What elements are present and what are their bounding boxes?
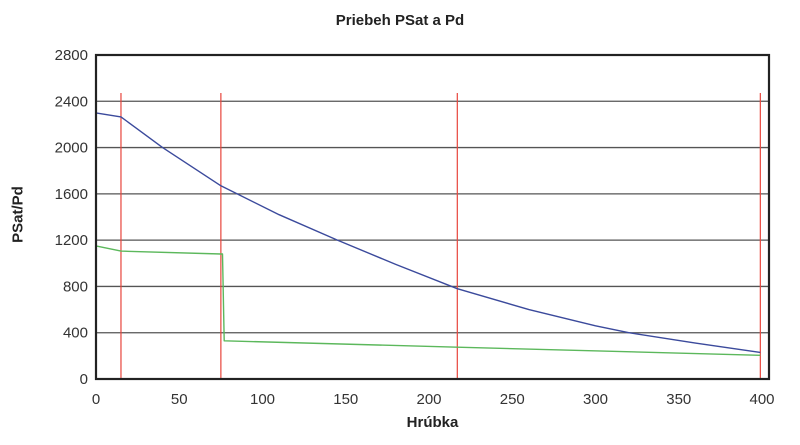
- x-tick-label: 200: [416, 391, 441, 408]
- y-tick-label: 1200: [55, 232, 88, 249]
- x-tick-label: 100: [250, 391, 275, 408]
- y-tick-label: 1600: [55, 186, 88, 203]
- x-tick-label: 400: [749, 391, 774, 408]
- y-tick-label: 2800: [55, 47, 88, 64]
- x-axis-label: Hrúbka: [406, 414, 459, 431]
- x-tick-label: 300: [583, 391, 608, 408]
- y-tick-label: 800: [63, 278, 88, 295]
- x-tick-label: 50: [171, 391, 188, 408]
- series-line-psat: [95, 112, 761, 354]
- x-tick-label: 150: [333, 391, 358, 408]
- x-tick-label: 0: [92, 391, 100, 408]
- y-tick-label: 400: [63, 325, 88, 342]
- y-tick-label: 0: [80, 371, 88, 388]
- series-line-pd: [95, 245, 761, 356]
- plot-frame: [94, 53, 771, 381]
- chart-title: Priebeh PSat a Pd: [335, 12, 465, 29]
- y-tick-label: 2000: [55, 140, 88, 157]
- y-tick-label: 2400: [55, 93, 88, 110]
- x-tick-label: 350: [666, 391, 691, 408]
- x-tick-label: 250: [500, 391, 525, 408]
